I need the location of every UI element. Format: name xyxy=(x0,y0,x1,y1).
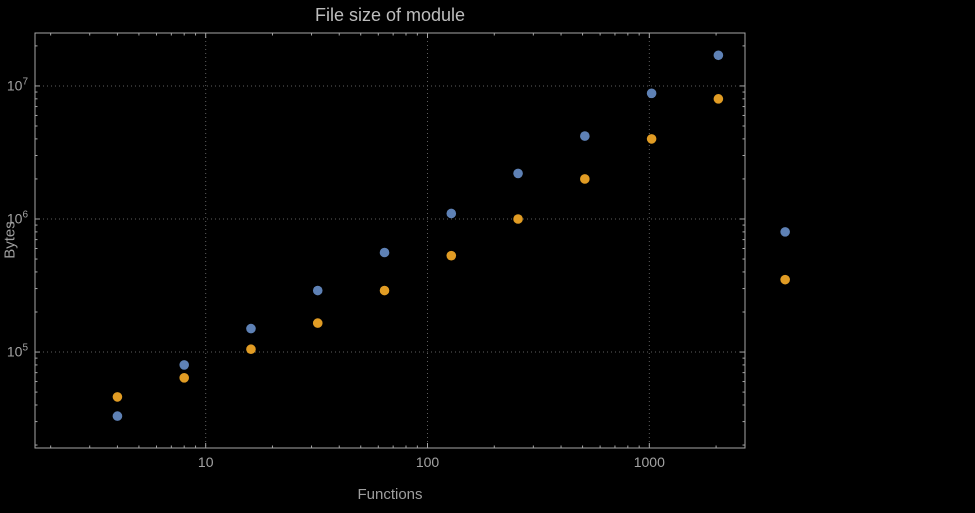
data-point-blue xyxy=(246,323,256,334)
data-point-blue xyxy=(312,285,323,296)
data-point-blue xyxy=(112,411,123,421)
data-point-blue xyxy=(646,88,657,99)
y-tick-label: 106 xyxy=(7,209,29,226)
plot-frame xyxy=(34,32,746,449)
x-tick-label: 1000 xyxy=(634,454,665,470)
data-point-orange xyxy=(780,274,790,285)
y-tick-label: 105 xyxy=(7,343,29,360)
data-point-orange xyxy=(246,344,256,355)
x-tick-label: 10 xyxy=(198,454,214,470)
data-point-orange xyxy=(646,134,657,144)
data-point-blue xyxy=(513,168,523,179)
data-point-blue xyxy=(713,50,724,61)
data-point-blue xyxy=(446,208,457,219)
data-point-orange xyxy=(112,392,123,402)
data-point-orange xyxy=(379,285,390,296)
data-point-orange xyxy=(312,318,323,328)
data-point-orange xyxy=(179,373,189,383)
x-tick-label: 100 xyxy=(416,454,440,470)
data-point-blue xyxy=(780,227,790,237)
data-point-blue xyxy=(179,360,189,370)
data-point-blue xyxy=(580,131,590,141)
x-axis-label: Functions xyxy=(357,486,423,503)
data-point-orange xyxy=(713,94,724,104)
data-point-orange xyxy=(513,214,523,224)
chart-title: File size of module xyxy=(314,5,466,25)
data-point-orange xyxy=(580,174,590,184)
y-tick-label: 107 xyxy=(7,76,29,93)
data-point-orange xyxy=(446,250,457,261)
data-point-blue xyxy=(379,247,390,258)
